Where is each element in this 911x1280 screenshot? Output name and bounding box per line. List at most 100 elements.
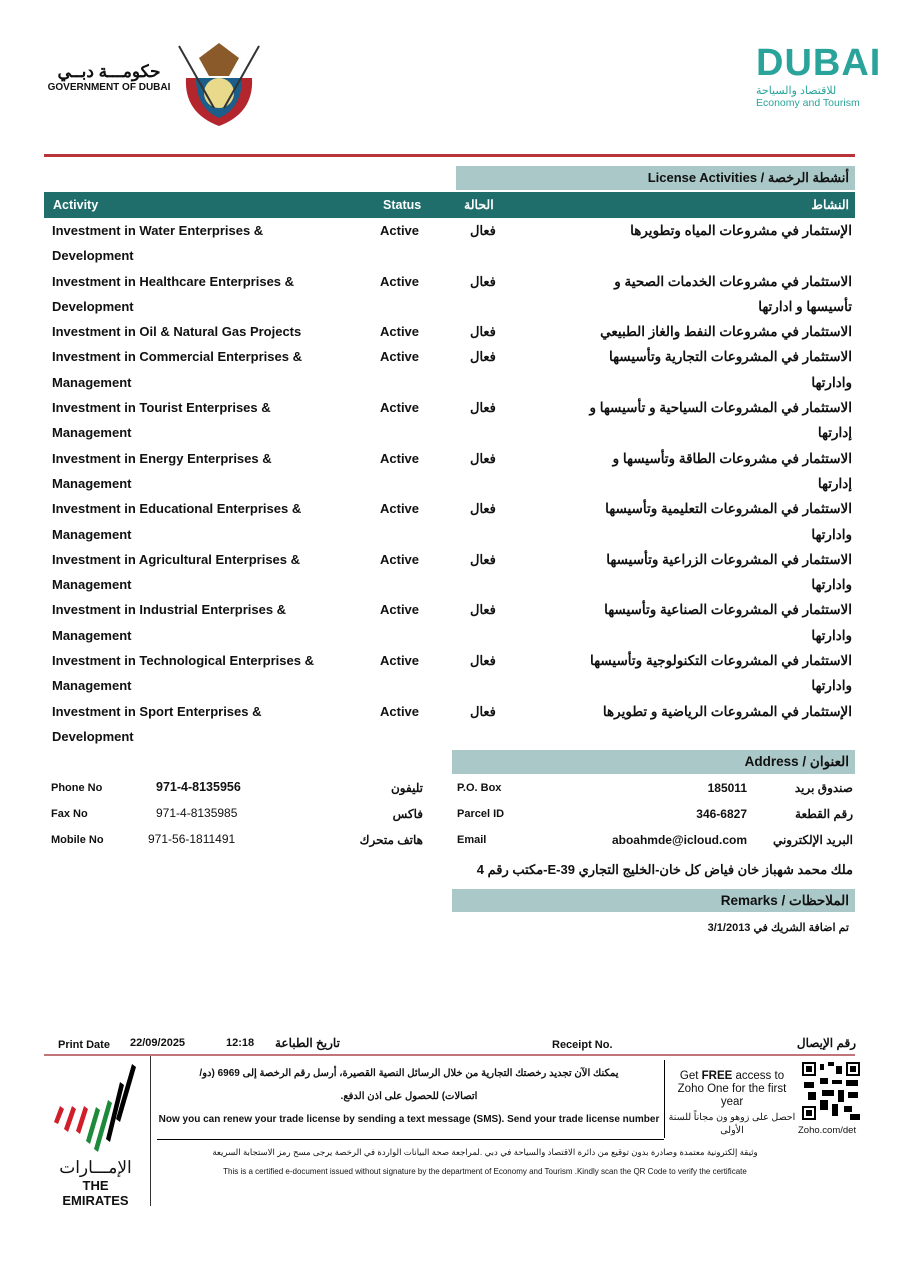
activity-ar: الإستثمار في مشروعات المياه وتطويرها	[630, 223, 852, 238]
activity-status: Active	[380, 602, 420, 618]
activity-status: Active	[380, 223, 420, 238]
activity-status-ar: فعال	[470, 450, 496, 466]
dubai-wordmark: DUBAI	[756, 42, 882, 84]
activity-status: Active	[380, 703, 420, 719]
address-title: العنوان / Address	[452, 750, 855, 774]
address-line: ملك محمد شهباز خان فياض كل خان-الخليج ال…	[476, 862, 853, 877]
det-logo: DUBAI للاقتصاد والسياحة Economy and Tour…	[756, 42, 882, 109]
activity-ar: الاستثمار في مشروعات الخدمات الصحية و تأ…	[614, 273, 852, 314]
print-date-ar: تاريخ الطباعة	[275, 1036, 340, 1050]
emirates-logo-icon	[54, 1064, 136, 1152]
activity-en: Investment in Healthcare Enterprises & D…	[52, 273, 295, 314]
activity-status: Active	[380, 349, 420, 365]
gov-ar: حكومـــة دبــي	[57, 62, 161, 81]
cert-en: This is a certified e-document issued wi…	[223, 1167, 747, 1176]
activity-ar: الاستثمار في مشروعات الطاقة وتأسيسها و إ…	[612, 450, 852, 491]
col-activity: Activity	[53, 198, 99, 212]
activity-status: Active	[380, 324, 420, 340]
print-date-label: Print Date	[58, 1039, 110, 1051]
parcel-ar: رقم القطعة	[795, 807, 853, 821]
activity-en: Investment in Industrial Enterprises & M…	[52, 602, 287, 643]
activity-ar: الاستثمار في المشروعات التكنولوجية وتأسي…	[590, 653, 852, 694]
phone-ar: تليفون	[390, 781, 423, 795]
activity-status-ar: فعال	[470, 602, 496, 618]
zoho-url[interactable]: Zoho.com/det	[798, 1125, 857, 1136]
emirates-en: THE EMIRATES	[62, 1178, 129, 1208]
zoho-ar: احصل على زوهو ون مجاناً للسنة الأولى	[668, 1112, 796, 1136]
activity-ar: الاستثمار في المشروعات السياحية و تأسيسه…	[589, 400, 852, 441]
det-ar: للاقتصاد والسياحة	[756, 85, 837, 97]
activity-row: Investment in Tourist Enterprises & Mana…	[52, 395, 852, 446]
parcel-label: Parcel ID	[457, 808, 505, 820]
activity-status-ar: فعال	[470, 349, 496, 365]
activity-ar: الاستثمار في المشروعات التجارية وتأسيسها…	[608, 349, 852, 390]
activity-row: Investment in Educational Enterprises & …	[52, 496, 852, 547]
dubai-emblem-icon	[178, 43, 260, 126]
gov-dubai-logo: حكومـــة دبــي GOVERNMENT OF DUBAI	[44, 62, 174, 93]
receipt-ar: رقم الإيصال	[796, 1036, 856, 1050]
phone-label: Phone No	[51, 782, 103, 794]
activity-status: Active	[380, 273, 420, 289]
print-date: 22/09/2025	[130, 1037, 186, 1049]
sms-divider	[157, 1139, 664, 1140]
col-status-ar: الحالة	[464, 198, 494, 212]
footer-rule	[44, 1054, 855, 1056]
activity-status: Active	[380, 551, 420, 567]
activity-en: Investment in Water Enterprises & Develo…	[52, 223, 264, 264]
activity-en: Investment in Tourist Enterprises & Mana…	[52, 400, 271, 441]
activity-status-ar: فعال	[470, 703, 496, 719]
activity-status-ar: فعال	[470, 400, 496, 416]
activity-row: Investment in Sport Enterprises & Develo…	[52, 699, 852, 750]
activity-status: Active	[380, 653, 420, 669]
activities-table: Investment in Water Enterprises & Develo…	[52, 218, 852, 749]
email-value: aboahmde@icloud.com	[611, 833, 747, 847]
activity-en: Investment in Educational Enterprises & …	[52, 501, 302, 542]
activity-row: Investment in Healthcare Enterprises & D…	[52, 269, 852, 320]
activity-status-ar: فعال	[470, 653, 496, 669]
activity-en: Investment in Commercial Enterprises & M…	[52, 349, 302, 390]
sms-en: Now you can renew your trade license by …	[158, 1114, 660, 1125]
activity-ar: الاستثمار في مشروعات النفط والغاز الطبيع…	[600, 324, 852, 340]
zoho-text-1: Get	[679, 1070, 702, 1082]
activity-status-ar: فعال	[470, 273, 496, 289]
det-en: Economy and Tourism	[756, 97, 860, 109]
fax-value: 971-4-8135985	[156, 806, 238, 820]
activity-row: Investment in Energy Enterprises & Manag…	[52, 446, 852, 497]
activity-ar: الاستثمار في المشروعات التعليمية وتأسيسه…	[605, 501, 852, 542]
pobox-label: P.O. Box	[457, 782, 502, 794]
parcel-value: 346-6827	[696, 807, 747, 821]
activity-row: Investment in Oil & Natural Gas Projects…	[52, 319, 852, 344]
license-activities-title: أنشطة الرخصة / License Activities	[456, 166, 855, 190]
activity-ar: الاستثمار في المشروعات الزراعية وتأسيسها…	[606, 551, 852, 593]
activity-row: Investment in Commercial Enterprises & M…	[52, 344, 852, 395]
col-activity-ar: النشاط	[811, 198, 849, 212]
sms-ar: يمكنك الآن تجديد رخصتك التجارية من خلال …	[199, 1068, 619, 1102]
mobile-label: Mobile No	[51, 834, 104, 846]
receipt-label: Receipt No.	[552, 1039, 613, 1051]
fax-label: Fax No	[51, 808, 88, 820]
col-status: Status	[383, 198, 422, 212]
activity-status-ar: فعال	[470, 551, 496, 567]
activity-status-ar: فعال	[470, 501, 496, 517]
header-rule	[44, 154, 855, 157]
activity-en: Investment in Agricultural Enterprises &…	[52, 551, 301, 593]
email-label: Email	[457, 834, 487, 846]
activity-row: Investment in Agricultural Enterprises &…	[52, 547, 852, 598]
activity-row: Investment in Water Enterprises & Develo…	[52, 218, 852, 269]
activities-header: Activity Status الحالة النشاط	[44, 192, 855, 218]
remarks-text: تم اضافة الشريك في 3/1/2013	[707, 922, 849, 934]
activity-en: Investment in Energy Enterprises & Manag…	[52, 450, 272, 491]
activity-status: Active	[380, 450, 420, 466]
activity-row: Investment in Industrial Enterprises & M…	[52, 597, 852, 648]
zoho-free: FREE	[701, 1070, 733, 1082]
zoho-text-2: access to Zoho One for the first year	[677, 1070, 787, 1108]
qr-code-icon[interactable]	[802, 1062, 860, 1120]
activity-status-ar: فعال	[470, 324, 496, 340]
zoho-divider	[664, 1060, 665, 1138]
mobile-ar: هاتف متحرك	[359, 833, 423, 847]
pobox-ar: صندوق بريد	[794, 781, 853, 795]
activity-en: Investment in Oil & Natural Gas Projects	[52, 324, 302, 340]
zoho-promo: Get FREE access to Zoho One for the firs…	[668, 1070, 796, 1137]
print-time: 12:18	[226, 1037, 255, 1049]
footer-divider	[150, 1056, 151, 1206]
